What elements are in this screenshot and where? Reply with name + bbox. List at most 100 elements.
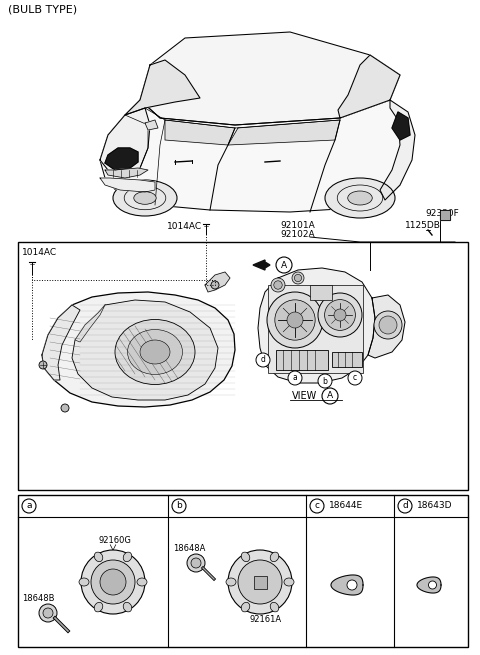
Polygon shape xyxy=(228,120,340,145)
Circle shape xyxy=(324,299,355,330)
Text: 18644E: 18644E xyxy=(329,502,363,510)
Circle shape xyxy=(43,608,53,618)
Text: a: a xyxy=(293,373,298,383)
Text: 92160G: 92160G xyxy=(98,536,132,545)
Ellipse shape xyxy=(284,578,294,586)
Ellipse shape xyxy=(226,578,236,586)
Ellipse shape xyxy=(94,603,103,612)
Circle shape xyxy=(100,569,126,595)
Circle shape xyxy=(228,550,292,614)
Ellipse shape xyxy=(115,320,195,384)
Polygon shape xyxy=(42,292,235,407)
Polygon shape xyxy=(75,305,105,342)
Bar xyxy=(268,285,363,373)
Polygon shape xyxy=(100,108,150,175)
Circle shape xyxy=(292,272,304,284)
Ellipse shape xyxy=(79,578,89,586)
Circle shape xyxy=(238,560,282,604)
Circle shape xyxy=(39,361,47,369)
Polygon shape xyxy=(368,295,405,358)
Circle shape xyxy=(271,278,285,292)
Circle shape xyxy=(267,292,323,348)
Ellipse shape xyxy=(325,178,395,218)
Circle shape xyxy=(294,274,301,282)
Polygon shape xyxy=(100,100,410,212)
Polygon shape xyxy=(253,260,270,270)
Polygon shape xyxy=(338,55,400,118)
Bar xyxy=(310,285,332,300)
Text: 92330F: 92330F xyxy=(425,209,459,218)
Polygon shape xyxy=(105,148,138,170)
Circle shape xyxy=(211,281,219,289)
Polygon shape xyxy=(42,305,80,380)
Ellipse shape xyxy=(134,192,156,204)
Bar xyxy=(253,576,266,588)
Circle shape xyxy=(374,311,402,339)
Bar xyxy=(276,350,328,370)
Text: A: A xyxy=(281,261,287,269)
Ellipse shape xyxy=(123,552,132,561)
Circle shape xyxy=(318,374,332,388)
Circle shape xyxy=(379,316,397,334)
Circle shape xyxy=(256,353,270,367)
Polygon shape xyxy=(440,210,450,220)
Text: 92161A: 92161A xyxy=(250,615,282,624)
Ellipse shape xyxy=(94,552,103,561)
Text: c: c xyxy=(314,502,320,510)
Bar xyxy=(18,242,468,490)
Polygon shape xyxy=(258,268,375,383)
Text: 1014AC: 1014AC xyxy=(22,248,57,257)
Ellipse shape xyxy=(241,603,250,612)
Circle shape xyxy=(81,550,145,614)
Text: a: a xyxy=(26,502,32,510)
Polygon shape xyxy=(205,272,230,292)
Polygon shape xyxy=(331,575,363,595)
Ellipse shape xyxy=(348,191,372,205)
Circle shape xyxy=(91,560,135,604)
Polygon shape xyxy=(417,577,441,593)
Circle shape xyxy=(275,300,315,340)
Text: c: c xyxy=(353,373,357,383)
Text: 18648B: 18648B xyxy=(22,594,55,603)
Ellipse shape xyxy=(123,603,132,612)
Bar xyxy=(18,495,468,647)
Circle shape xyxy=(348,371,362,385)
Text: (BULB TYPE): (BULB TYPE) xyxy=(8,5,77,15)
Polygon shape xyxy=(105,168,148,178)
Ellipse shape xyxy=(270,603,279,612)
Ellipse shape xyxy=(241,552,250,561)
Polygon shape xyxy=(72,300,218,400)
Text: VIEW: VIEW xyxy=(292,391,318,401)
Ellipse shape xyxy=(113,180,177,216)
Polygon shape xyxy=(165,120,235,145)
Polygon shape xyxy=(140,32,400,125)
Text: 18648A: 18648A xyxy=(173,544,205,553)
Circle shape xyxy=(187,554,205,572)
Text: 92102A: 92102A xyxy=(280,230,314,239)
Text: 1125DB: 1125DB xyxy=(405,221,441,230)
Text: b: b xyxy=(176,502,182,510)
Circle shape xyxy=(347,580,357,590)
Bar xyxy=(332,352,362,367)
Polygon shape xyxy=(125,60,200,115)
Circle shape xyxy=(288,371,302,385)
Circle shape xyxy=(61,404,69,412)
Text: 1014AC: 1014AC xyxy=(167,222,202,231)
Text: 92101A: 92101A xyxy=(280,221,315,230)
Text: A: A xyxy=(327,392,333,400)
Ellipse shape xyxy=(270,552,279,561)
Ellipse shape xyxy=(128,329,182,375)
Circle shape xyxy=(191,558,201,568)
Circle shape xyxy=(429,581,436,589)
Ellipse shape xyxy=(140,340,170,364)
Polygon shape xyxy=(392,112,410,140)
Circle shape xyxy=(39,604,57,622)
Circle shape xyxy=(318,293,362,337)
Text: d: d xyxy=(402,502,408,510)
Circle shape xyxy=(274,281,282,290)
Polygon shape xyxy=(100,178,155,192)
Polygon shape xyxy=(145,120,158,130)
Ellipse shape xyxy=(137,578,147,586)
Text: b: b xyxy=(323,377,327,386)
Circle shape xyxy=(334,309,346,321)
